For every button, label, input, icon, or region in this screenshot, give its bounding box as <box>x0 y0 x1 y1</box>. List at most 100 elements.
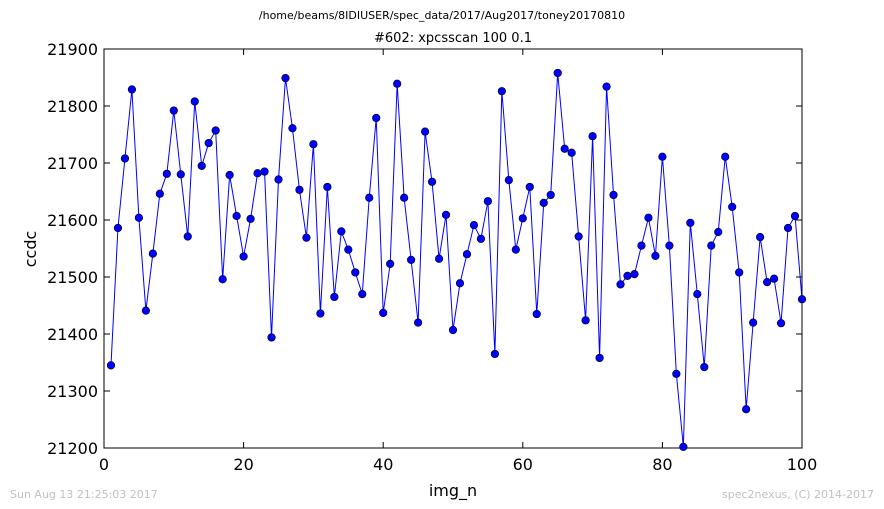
data-point <box>525 182 534 192</box>
credit-footer: spec2nexus, (C) 2014-2017 <box>722 488 874 501</box>
data-point <box>365 193 374 202</box>
data-point <box>372 113 381 123</box>
y-tick-label: 21400 <box>47 325 98 344</box>
data-point <box>113 223 123 233</box>
x-tick-label: 100 <box>787 455 818 474</box>
data-point <box>651 251 660 261</box>
data-point <box>379 308 388 318</box>
x-tick-label: 20 <box>233 455 253 474</box>
data-point <box>539 198 548 207</box>
data-point <box>148 249 157 258</box>
data-point <box>735 268 744 277</box>
data-point <box>127 85 137 94</box>
data-point <box>274 175 283 184</box>
x-tick-label: 60 <box>513 455 533 474</box>
data-point <box>707 241 716 250</box>
data-point <box>623 271 632 280</box>
data-point <box>476 234 486 243</box>
data-point <box>783 223 793 233</box>
data-point <box>267 333 276 342</box>
data-point <box>295 185 304 194</box>
data-point <box>414 318 423 327</box>
data-point <box>776 319 786 328</box>
data-point <box>197 161 206 170</box>
data-point <box>490 349 499 359</box>
data-point <box>574 232 583 241</box>
data-point <box>581 316 590 325</box>
data-point <box>120 154 130 163</box>
data-point <box>260 167 269 176</box>
data-point <box>644 213 653 222</box>
data-point <box>190 97 199 106</box>
data-point <box>407 255 416 265</box>
data-point <box>602 82 611 91</box>
data-point <box>162 169 171 178</box>
data-point <box>288 124 297 133</box>
data-point <box>337 227 346 236</box>
data-point <box>351 268 360 277</box>
x-tick-labels: 0 20 40 60 80 100 <box>99 455 817 474</box>
chart-title: #602: xpcsscan 100 0.1 <box>374 31 532 46</box>
data-point <box>693 290 702 299</box>
data-point <box>462 250 472 259</box>
series-line <box>110 72 803 447</box>
data-point <box>616 280 625 289</box>
data-point <box>183 232 192 241</box>
data-point <box>281 73 290 83</box>
data-point <box>232 211 241 221</box>
y-tick-label: 21200 <box>47 439 98 458</box>
y-tick-label: 21900 <box>47 40 98 59</box>
data-point <box>169 106 178 115</box>
data-point <box>546 190 555 200</box>
data-point <box>323 182 332 192</box>
data-point <box>218 275 227 284</box>
axis-ticks <box>103 48 803 449</box>
data-point <box>176 170 185 179</box>
data-point <box>497 87 506 96</box>
x-tick-label: 0 <box>99 455 109 474</box>
data-point <box>400 193 409 202</box>
data-point <box>358 290 367 299</box>
plot-area <box>103 48 803 449</box>
data-point <box>239 252 248 261</box>
data-point <box>553 68 562 78</box>
data-point <box>679 442 688 451</box>
data-point <box>469 221 479 230</box>
data-point <box>448 325 458 335</box>
data-point <box>441 210 451 219</box>
y-axis-label: ccdc <box>21 231 40 268</box>
data-point <box>797 295 807 304</box>
data-point <box>769 274 779 283</box>
data-point <box>204 138 213 148</box>
data-point <box>700 362 709 372</box>
y-tick-label: 21300 <box>47 382 98 401</box>
data-point <box>246 214 255 223</box>
data-point <box>532 309 541 319</box>
data-point <box>344 245 353 254</box>
timestamp-footer: Sun Aug 13 21:25:03 2017 <box>10 488 158 501</box>
data-point <box>483 197 493 206</box>
data-point <box>588 132 597 141</box>
data-point <box>316 309 325 318</box>
data-point <box>420 127 430 136</box>
data-point <box>721 152 730 161</box>
data-point <box>386 259 395 268</box>
y-tick-labels: 21200 21300 21400 21500 21600 21700 21800 21900 <box>47 40 98 458</box>
data-point <box>658 152 667 161</box>
y-tick-label: 21800 <box>47 97 98 116</box>
data-point <box>253 169 262 178</box>
data-point <box>790 211 800 221</box>
data-point <box>106 361 116 370</box>
x-axis-label: img_n <box>429 481 477 501</box>
data-point <box>714 227 723 237</box>
data-point <box>686 218 695 227</box>
data-points <box>106 68 807 451</box>
y-tick-label: 21600 <box>47 211 98 230</box>
file-path-title: /home/beams/8IDIUSER/spec_data/2017/Aug2… <box>258 9 626 22</box>
data-point <box>567 148 576 157</box>
x-tick-label: 80 <box>652 455 672 474</box>
data-point <box>595 353 604 363</box>
data-point <box>309 140 318 149</box>
data-point <box>742 405 751 414</box>
